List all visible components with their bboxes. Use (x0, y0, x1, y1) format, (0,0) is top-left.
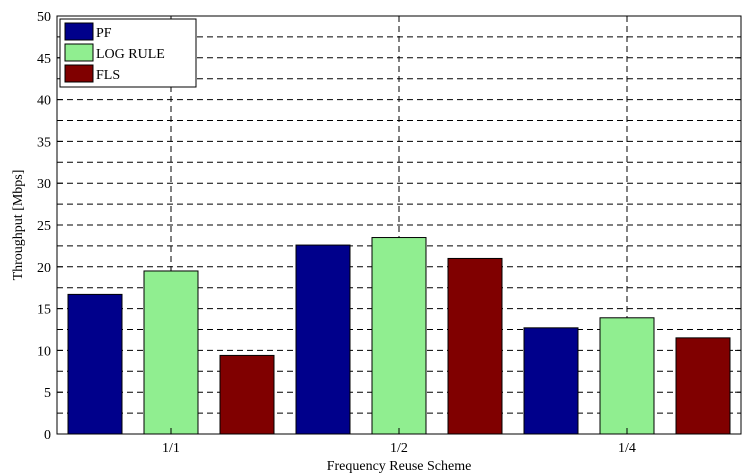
y-tick-label: 50 (37, 10, 51, 25)
bar-pf (295, 244, 351, 435)
bar-fls (219, 354, 275, 435)
bar-pf (523, 327, 579, 435)
y-tick-label: 10 (37, 344, 51, 359)
y-tick-label: 40 (37, 94, 51, 109)
x-tick-label: 1/1 (162, 441, 180, 456)
bars (67, 237, 731, 435)
bar-pf (67, 293, 123, 435)
y-tick-label: 45 (37, 52, 51, 67)
y-tick-label: 30 (37, 177, 51, 192)
bar-log-rule (371, 237, 427, 435)
legend-swatch (64, 22, 94, 41)
legend-swatch (64, 64, 94, 83)
axis-ticks: 0 5 10 15 20 25 30 35 40 45 50 1/1 1/2 1/4 (37, 10, 741, 456)
x-axis-label: Frequency Reuse Scheme (327, 459, 472, 474)
bar-log-rule (143, 270, 199, 435)
legend-label: FLS (96, 68, 120, 83)
legend-label: LOG RULE (96, 47, 165, 62)
y-axis-label: Throughput [Mbps] (11, 170, 26, 281)
bar-log-rule (599, 317, 655, 435)
legend-swatch (64, 43, 94, 62)
y-tick-label: 35 (37, 135, 51, 150)
bar-fls (675, 337, 731, 435)
y-tick-label: 20 (37, 261, 51, 276)
y-tick-label: 0 (44, 428, 51, 443)
bar-fls (447, 257, 503, 435)
y-tick-label: 15 (37, 303, 51, 318)
y-tick-label: 5 (44, 386, 51, 401)
legend: PF LOG RULE FLS (59, 18, 197, 88)
x-tick-label: 1/4 (618, 441, 636, 456)
x-tick-label: 1/2 (390, 441, 408, 456)
y-tick-label: 25 (37, 219, 51, 234)
legend-label: PF (96, 26, 112, 41)
